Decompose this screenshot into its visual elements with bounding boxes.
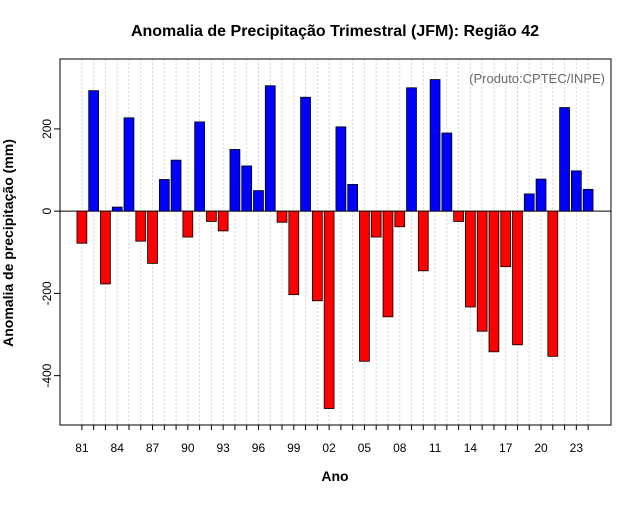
source-annotation: (Produto:CPTEC/INPE) [469, 71, 605, 86]
bar-2008 [394, 210, 406, 228]
bar-2011 [429, 79, 441, 212]
bar-1985 [123, 117, 135, 212]
bar-1987 [147, 210, 158, 264]
bar-2012 [441, 132, 453, 212]
bar-1993 [217, 210, 229, 232]
plot-frame [59, 58, 612, 426]
x-tick-label: 90 [181, 441, 195, 455]
x-tick-label: 87 [146, 441, 160, 455]
bar-1990 [182, 210, 194, 238]
bar-1999 [288, 210, 300, 296]
x-tick-label: 08 [393, 441, 407, 455]
bar-2001 [311, 210, 323, 302]
bar-1989 [170, 159, 182, 212]
bar-2021 [547, 210, 559, 357]
y-axis: -400 -200 0 200 [40, 119, 60, 388]
bar-2005 [359, 210, 370, 362]
x-tick-label: 96 [252, 441, 266, 455]
x-tick-label: 20 [534, 441, 548, 455]
y-tick-label: 0 [40, 208, 54, 215]
y-tick-label: -200 [40, 281, 54, 305]
y-tick-label: -400 [40, 363, 54, 387]
bar-1991 [194, 121, 205, 212]
x-axis-title: Ano [321, 468, 348, 484]
bar-1998 [276, 210, 288, 223]
chart-title: Anomalia de Precipitação Trimestral (JFM… [131, 23, 539, 40]
bars [76, 79, 594, 409]
bar-1997 [264, 85, 276, 212]
x-axis: 81 84 87 90 93 96 99 02 05 08 11 14 17 20 23 [75, 425, 589, 455]
x-tick-label: 14 [464, 441, 478, 455]
x-tick-label: 05 [358, 441, 372, 455]
bar-2009 [406, 87, 417, 212]
x-tick-label: 17 [499, 441, 513, 455]
bar-1992 [206, 210, 217, 222]
bar-2017 [500, 210, 512, 268]
bar-2004 [347, 184, 359, 212]
bar-2015 [476, 210, 488, 332]
bar-1988 [158, 179, 170, 212]
x-tick-label: 93 [216, 441, 230, 455]
bar-2019 [523, 193, 535, 212]
bar-2020 [535, 178, 547, 212]
bar-2007 [382, 210, 394, 318]
bar-2024 [582, 188, 594, 212]
bar-2016 [488, 210, 500, 353]
x-tick-label: 81 [75, 441, 89, 455]
bar-2002 [323, 210, 335, 409]
bar-1994 [229, 149, 241, 212]
bar-2023 [570, 170, 582, 212]
x-tick-label: 23 [570, 441, 584, 455]
bar-1996 [253, 190, 264, 212]
x-tick-label: 84 [111, 441, 125, 455]
x-tick-label: 02 [322, 441, 336, 455]
bar-2018 [512, 210, 523, 346]
y-axis-title: Anomalia de precipitação (mm) [0, 139, 16, 347]
bar-1982 [88, 90, 100, 212]
x-tick-label: 99 [287, 441, 301, 455]
bar-1983 [100, 210, 111, 285]
bar-2014 [465, 210, 476, 308]
bar-1995 [241, 165, 253, 212]
bar-1981 [76, 210, 88, 244]
bar-2022 [559, 107, 570, 212]
y-tick-label: 200 [40, 119, 54, 139]
bar-2006 [370, 210, 382, 238]
bar-2000 [300, 96, 311, 212]
bar-1984 [111, 206, 123, 212]
bar-2003 [335, 126, 347, 212]
bar-2010 [417, 210, 429, 272]
bar-1986 [135, 210, 147, 242]
bar-2013 [453, 210, 464, 222]
x-tick-label: 11 [429, 441, 442, 455]
grid-lines [81, 59, 589, 425]
